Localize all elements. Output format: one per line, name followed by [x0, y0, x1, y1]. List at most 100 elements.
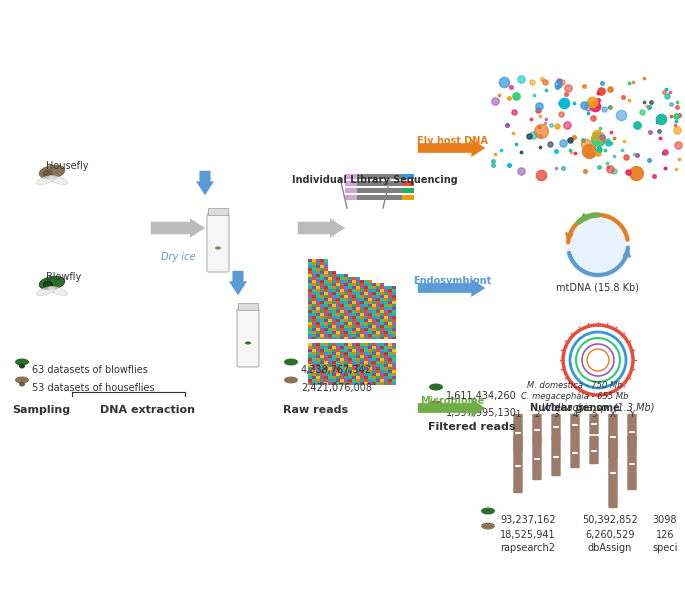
Bar	[364, 325, 368, 328]
Bar	[364, 364, 368, 367]
Bar	[392, 377, 396, 379]
Bar	[380, 337, 384, 340]
FancyBboxPatch shape	[627, 414, 636, 448]
Bar	[328, 304, 332, 307]
Bar	[392, 298, 396, 301]
Bar	[388, 292, 392, 295]
Bar	[376, 313, 379, 316]
Bar	[320, 304, 324, 307]
Point	[603, 102, 614, 111]
Bar	[336, 325, 340, 328]
Bar	[332, 337, 336, 340]
Bar	[320, 343, 324, 346]
Bar	[364, 358, 368, 361]
Bar	[376, 322, 379, 325]
Bar	[372, 382, 375, 385]
Bar	[332, 346, 336, 349]
Bar	[332, 361, 336, 364]
Bar	[352, 295, 356, 298]
Bar	[332, 274, 336, 277]
Point	[631, 168, 642, 178]
Bar	[344, 355, 348, 358]
Bar	[384, 322, 388, 325]
Bar	[356, 280, 360, 283]
Bar	[324, 268, 327, 271]
Point	[591, 132, 602, 141]
Point	[673, 140, 684, 150]
Bar	[308, 268, 312, 271]
Bar	[364, 313, 368, 316]
Bar	[324, 301, 327, 304]
Bar	[312, 307, 316, 310]
Bar	[360, 322, 364, 325]
Bar	[328, 274, 332, 277]
Bar	[316, 377, 320, 379]
Bar	[336, 280, 340, 283]
Point	[658, 87, 669, 96]
Bar	[320, 295, 324, 298]
Bar	[332, 352, 336, 355]
Bar	[308, 377, 312, 379]
Bar	[312, 268, 316, 271]
Point	[511, 91, 522, 101]
Bar	[392, 346, 396, 349]
Bar	[340, 355, 344, 358]
Ellipse shape	[429, 401, 443, 407]
Bar	[308, 316, 312, 319]
Bar	[388, 301, 392, 304]
Bar	[316, 265, 320, 268]
Bar	[360, 346, 364, 349]
Bar	[308, 325, 312, 328]
Bar	[352, 349, 356, 352]
Point	[609, 166, 620, 176]
Bar	[328, 364, 332, 367]
Bar	[308, 334, 312, 337]
Text: 50,392,852: 50,392,852	[582, 515, 638, 525]
Bar	[380, 329, 384, 331]
Point	[557, 77, 568, 86]
Bar	[308, 382, 312, 385]
Bar	[372, 355, 375, 358]
Bar	[352, 361, 356, 364]
Point	[592, 149, 603, 158]
Point	[551, 163, 562, 172]
Point	[619, 136, 630, 146]
Bar	[380, 332, 384, 334]
Bar	[392, 301, 396, 304]
Bar	[312, 304, 316, 307]
Bar	[356, 361, 360, 364]
Bar	[368, 287, 372, 289]
Point	[598, 104, 609, 114]
Ellipse shape	[49, 175, 68, 185]
Bar	[368, 343, 372, 346]
Bar	[340, 274, 344, 277]
Bar	[312, 289, 316, 292]
Bar	[384, 352, 388, 355]
Bar	[360, 316, 364, 319]
Bar	[360, 329, 364, 331]
Bar	[308, 307, 312, 310]
Bar	[324, 332, 327, 334]
Point	[592, 134, 603, 143]
Bar	[308, 371, 312, 373]
Bar	[308, 358, 312, 361]
Bar	[384, 301, 388, 304]
Text: M. domestica - 750 Mb: M. domestica - 750 Mb	[527, 381, 623, 390]
Bar	[352, 352, 356, 355]
Bar	[332, 371, 336, 373]
Bar	[344, 371, 348, 373]
Bar	[380, 313, 384, 316]
Bar	[384, 325, 388, 328]
Bar	[348, 322, 351, 325]
Bar	[328, 374, 332, 376]
Bar	[380, 322, 384, 325]
Bar	[312, 310, 316, 313]
Bar	[332, 289, 336, 292]
Bar	[324, 382, 327, 385]
Text: 3098: 3098	[653, 515, 677, 525]
Bar	[340, 298, 344, 301]
Ellipse shape	[284, 377, 298, 384]
Bar	[320, 316, 324, 319]
Bar	[384, 374, 388, 376]
Bar	[368, 329, 372, 331]
